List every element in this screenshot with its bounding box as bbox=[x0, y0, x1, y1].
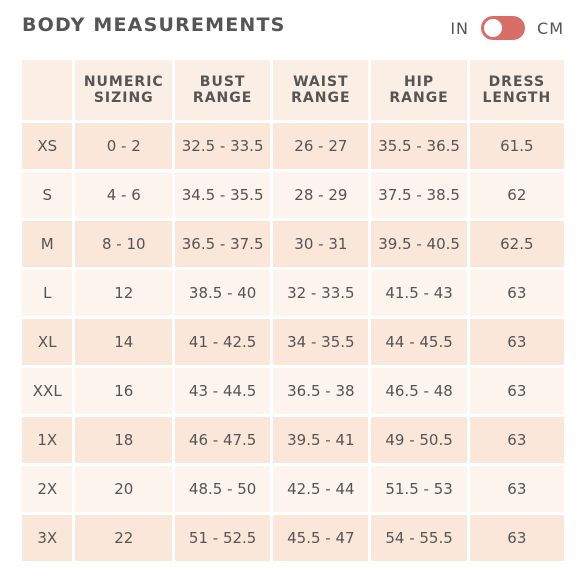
cell-waist-range: 34 - 35.5 bbox=[273, 319, 369, 365]
cell-dress-length: 63 bbox=[469, 270, 564, 316]
cell-bust-range: 34.5 - 35.5 bbox=[175, 172, 271, 218]
table-header-row: NUMERIC SIZING BUST RANGE WAIST RANGE HI… bbox=[22, 60, 564, 120]
header-bust-range: BUST RANGE bbox=[175, 60, 271, 120]
cell-dress-length: 62.5 bbox=[469, 221, 564, 267]
cell-dress-length: 63 bbox=[469, 417, 564, 463]
cell-bust-range: 43 - 44.5 bbox=[175, 368, 271, 414]
cell-dress-length: 63 bbox=[469, 515, 564, 561]
header-waist-range: WAIST RANGE bbox=[273, 60, 369, 120]
cell-size: M bbox=[22, 221, 73, 267]
cell-numeric-sizing: 18 bbox=[75, 417, 173, 463]
cell-waist-range: 36.5 - 38 bbox=[273, 368, 369, 414]
unit-toggle: IN CM bbox=[450, 16, 564, 40]
cell-hip-range: 44 - 45.5 bbox=[371, 319, 467, 365]
cell-waist-range: 32 - 33.5 bbox=[273, 270, 369, 316]
table-row: 3X 22 51 - 52.5 45.5 - 47 54 - 55.5 63 bbox=[22, 515, 564, 561]
header-hip-range: HIP RANGE bbox=[371, 60, 467, 120]
cell-numeric-sizing: 4 - 6 bbox=[75, 172, 173, 218]
unit-label-in[interactable]: IN bbox=[450, 18, 470, 38]
cell-hip-range: 35.5 - 36.5 bbox=[371, 123, 467, 169]
cell-waist-range: 45.5 - 47 bbox=[273, 515, 369, 561]
cell-hip-range: 49 - 50.5 bbox=[371, 417, 467, 463]
cell-numeric-sizing: 12 bbox=[75, 270, 173, 316]
unit-label-cm[interactable]: CM bbox=[537, 18, 564, 38]
cell-waist-range: 30 - 31 bbox=[273, 221, 369, 267]
table-row: 2X 20 48.5 - 50 42.5 - 44 51.5 - 53 63 bbox=[22, 466, 564, 512]
header-size bbox=[22, 60, 73, 120]
cell-hip-range: 37.5 - 38.5 bbox=[371, 172, 467, 218]
cell-waist-range: 28 - 29 bbox=[273, 172, 369, 218]
cell-size: 2X bbox=[22, 466, 73, 512]
cell-hip-range: 54 - 55.5 bbox=[371, 515, 467, 561]
switch-knob[interactable] bbox=[484, 19, 503, 37]
cell-numeric-sizing: 14 bbox=[75, 319, 173, 365]
cell-numeric-sizing: 16 bbox=[75, 368, 173, 414]
cell-numeric-sizing: 8 - 10 bbox=[75, 221, 173, 267]
cell-size: XL bbox=[22, 319, 73, 365]
cell-waist-range: 39.5 - 41 bbox=[273, 417, 369, 463]
cell-dress-length: 62 bbox=[469, 172, 564, 218]
cell-size: XXL bbox=[22, 368, 73, 414]
cell-numeric-sizing: 22 bbox=[75, 515, 173, 561]
table-row: L 12 38.5 - 40 32 - 33.5 41.5 - 43 63 bbox=[22, 270, 564, 316]
cell-bust-range: 48.5 - 50 bbox=[175, 466, 271, 512]
cell-bust-range: 46 - 47.5 bbox=[175, 417, 271, 463]
cell-size: S bbox=[22, 172, 73, 218]
cell-hip-range: 46.5 - 48 bbox=[371, 368, 467, 414]
table-row: 1X 18 46 - 47.5 39.5 - 41 49 - 50.5 63 bbox=[22, 417, 564, 463]
cell-bust-range: 38.5 - 40 bbox=[175, 270, 271, 316]
cell-dress-length: 61.5 bbox=[469, 123, 564, 169]
cell-bust-range: 32.5 - 33.5 bbox=[175, 123, 271, 169]
cell-numeric-sizing: 0 - 2 bbox=[75, 123, 173, 169]
cell-hip-range: 51.5 - 53 bbox=[371, 466, 467, 512]
cell-dress-length: 63 bbox=[469, 466, 564, 512]
table-row: XL 14 41 - 42.5 34 - 35.5 44 - 45.5 63 bbox=[22, 319, 564, 365]
cell-numeric-sizing: 20 bbox=[75, 466, 173, 512]
cell-size: XS bbox=[22, 123, 73, 169]
table-row: XS 0 - 2 32.5 - 33.5 26 - 27 35.5 - 36.5 61.5 bbox=[22, 123, 564, 169]
header-numeric-sizing: NUMERIC SIZING bbox=[75, 60, 173, 120]
size-chart-table: NUMERIC SIZING BUST RANGE WAIST RANGE HI… bbox=[19, 57, 567, 564]
cell-waist-range: 26 - 27 bbox=[273, 123, 369, 169]
cell-size: L bbox=[22, 270, 73, 316]
cell-bust-range: 41 - 42.5 bbox=[175, 319, 271, 365]
cell-size: 3X bbox=[22, 515, 73, 561]
cell-bust-range: 36.5 - 37.5 bbox=[175, 221, 271, 267]
cell-size: 1X bbox=[22, 417, 73, 463]
cell-bust-range: 51 - 52.5 bbox=[175, 515, 271, 561]
cell-dress-length: 63 bbox=[469, 319, 564, 365]
cell-hip-range: 41.5 - 43 bbox=[371, 270, 467, 316]
page-title: BODY MEASUREMENTS bbox=[22, 14, 286, 36]
cell-hip-range: 39.5 - 40.5 bbox=[371, 221, 467, 267]
unit-switch[interactable] bbox=[481, 16, 526, 40]
header-dress-length: DRESS LENGTH bbox=[469, 60, 564, 120]
table-row: XXL 16 43 - 44.5 36.5 - 38 46.5 - 48 63 bbox=[22, 368, 564, 414]
cell-waist-range: 42.5 - 44 bbox=[273, 466, 369, 512]
cell-dress-length: 63 bbox=[469, 368, 564, 414]
